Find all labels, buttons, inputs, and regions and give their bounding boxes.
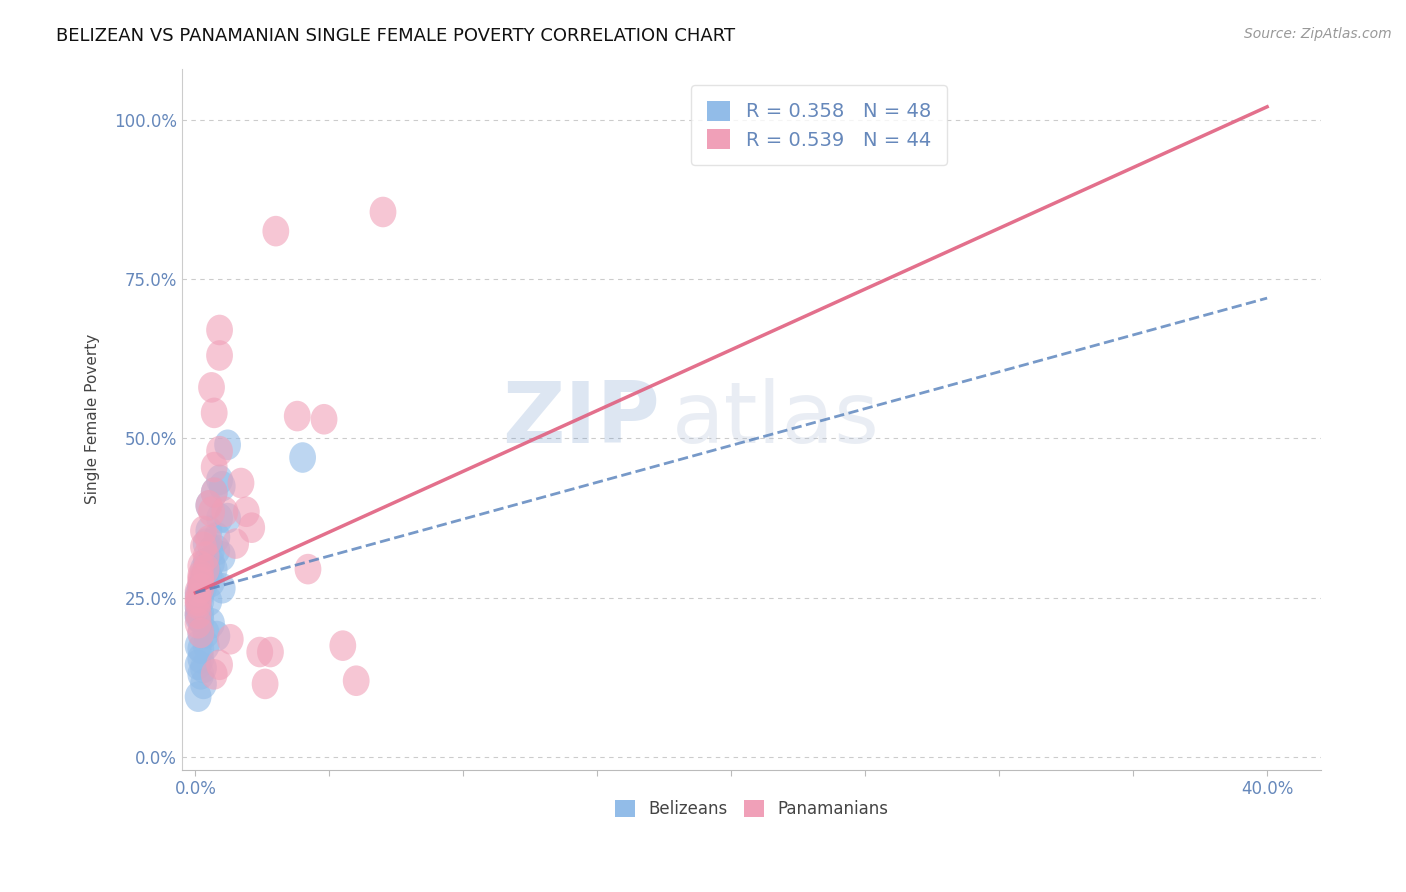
Ellipse shape <box>238 512 266 543</box>
Ellipse shape <box>233 497 260 527</box>
Ellipse shape <box>198 608 225 639</box>
Ellipse shape <box>187 586 214 616</box>
Ellipse shape <box>195 516 222 546</box>
Ellipse shape <box>193 631 219 661</box>
Ellipse shape <box>187 617 214 648</box>
Ellipse shape <box>187 579 214 610</box>
Text: ZIP: ZIP <box>502 377 661 461</box>
Ellipse shape <box>187 617 214 648</box>
Ellipse shape <box>207 465 233 495</box>
Ellipse shape <box>201 659 228 690</box>
Ellipse shape <box>198 548 225 578</box>
Ellipse shape <box>257 637 284 667</box>
Ellipse shape <box>187 643 214 673</box>
Ellipse shape <box>187 573 214 604</box>
Ellipse shape <box>295 554 322 584</box>
Ellipse shape <box>198 534 225 566</box>
Ellipse shape <box>190 532 217 562</box>
Ellipse shape <box>184 601 211 632</box>
Ellipse shape <box>187 605 214 635</box>
Ellipse shape <box>184 631 211 661</box>
Text: atlas: atlas <box>672 377 880 461</box>
Ellipse shape <box>184 576 211 607</box>
Ellipse shape <box>207 436 233 467</box>
Ellipse shape <box>184 599 211 629</box>
Ellipse shape <box>193 528 219 559</box>
Ellipse shape <box>343 665 370 696</box>
Text: Source: ZipAtlas.com: Source: ZipAtlas.com <box>1244 27 1392 41</box>
Ellipse shape <box>195 490 222 521</box>
Ellipse shape <box>201 477 228 508</box>
Ellipse shape <box>193 548 219 578</box>
Ellipse shape <box>184 579 211 610</box>
Ellipse shape <box>184 599 211 629</box>
Ellipse shape <box>311 404 337 434</box>
Ellipse shape <box>201 554 228 584</box>
Ellipse shape <box>198 566 225 597</box>
Ellipse shape <box>187 550 214 582</box>
Ellipse shape <box>187 570 214 600</box>
Ellipse shape <box>187 564 214 594</box>
Ellipse shape <box>207 340 233 371</box>
Text: BELIZEAN VS PANAMANIAN SINGLE FEMALE POVERTY CORRELATION CHART: BELIZEAN VS PANAMANIAN SINGLE FEMALE POV… <box>56 27 735 45</box>
Ellipse shape <box>195 525 222 556</box>
Ellipse shape <box>184 681 211 712</box>
Ellipse shape <box>184 582 211 613</box>
Ellipse shape <box>290 442 316 473</box>
Ellipse shape <box>217 624 243 655</box>
Ellipse shape <box>193 560 219 591</box>
Ellipse shape <box>198 497 225 527</box>
Ellipse shape <box>207 315 233 345</box>
Ellipse shape <box>193 541 219 572</box>
Ellipse shape <box>214 503 240 533</box>
Ellipse shape <box>184 586 211 616</box>
Ellipse shape <box>190 653 217 683</box>
Ellipse shape <box>193 617 219 648</box>
Ellipse shape <box>201 398 228 428</box>
Legend: Belizeans, Panamanians: Belizeans, Panamanians <box>607 793 894 825</box>
Ellipse shape <box>190 564 217 594</box>
Ellipse shape <box>190 669 217 699</box>
Ellipse shape <box>198 372 225 402</box>
Ellipse shape <box>195 490 222 521</box>
Ellipse shape <box>222 528 249 559</box>
Ellipse shape <box>204 621 231 651</box>
Y-axis label: Single Female Poverty: Single Female Poverty <box>86 334 100 504</box>
Ellipse shape <box>201 477 228 508</box>
Ellipse shape <box>201 451 228 483</box>
Ellipse shape <box>190 554 217 584</box>
Ellipse shape <box>209 573 236 604</box>
Ellipse shape <box>209 541 236 572</box>
Ellipse shape <box>184 649 211 680</box>
Ellipse shape <box>228 467 254 499</box>
Ellipse shape <box>190 573 217 604</box>
Ellipse shape <box>214 429 240 460</box>
Ellipse shape <box>190 516 217 546</box>
Ellipse shape <box>195 560 222 591</box>
Ellipse shape <box>207 503 233 533</box>
Ellipse shape <box>187 566 214 597</box>
Ellipse shape <box>193 554 219 584</box>
Ellipse shape <box>329 631 356 661</box>
Ellipse shape <box>184 592 211 623</box>
Ellipse shape <box>204 534 231 566</box>
Ellipse shape <box>187 573 214 604</box>
Ellipse shape <box>209 471 236 501</box>
Ellipse shape <box>187 659 214 690</box>
Ellipse shape <box>187 599 214 629</box>
Ellipse shape <box>211 497 238 527</box>
Ellipse shape <box>187 560 214 591</box>
Ellipse shape <box>184 589 211 620</box>
Ellipse shape <box>252 669 278 699</box>
Ellipse shape <box>246 637 273 667</box>
Ellipse shape <box>263 216 290 246</box>
Ellipse shape <box>207 649 233 680</box>
Ellipse shape <box>195 586 222 616</box>
Ellipse shape <box>370 197 396 227</box>
Ellipse shape <box>187 633 214 665</box>
Ellipse shape <box>184 608 211 639</box>
Ellipse shape <box>204 522 231 552</box>
Ellipse shape <box>284 401 311 432</box>
